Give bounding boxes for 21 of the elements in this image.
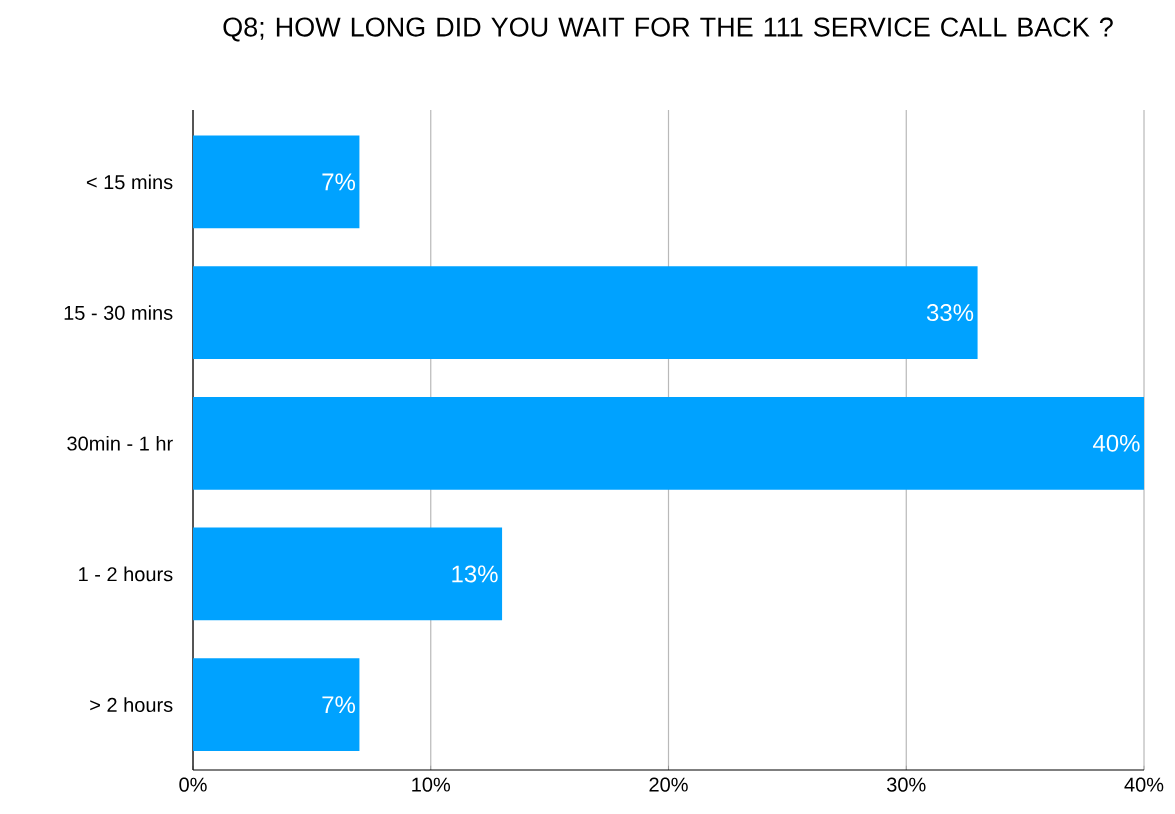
y-tick-label: 30min - 1 hr — [67, 435, 173, 451]
bar — [193, 396, 1145, 490]
x-tick-label: 40% — [1124, 777, 1164, 792]
y-tick-label: 1 - 2 hours — [79, 566, 173, 582]
x-tick-label: 0% — [179, 777, 207, 792]
y-tick-label: < 15 mins — [86, 174, 173, 190]
bar — [193, 135, 360, 229]
bar — [193, 658, 360, 752]
chart-title: Q8; HOW LONG DID YOU WAIT FOR THE 111 SERVICE CALL BACK ? — [223, 17, 1113, 42]
y-tick-label: > 2 hours — [90, 697, 173, 712]
data-label: 7% — [322, 173, 356, 191]
data-label: 7% — [322, 696, 356, 714]
data-label: 13% — [452, 565, 498, 583]
data-label: 33% — [926, 304, 974, 322]
x-tick-label: 20% — [649, 777, 688, 792]
x-tick-label: 30% — [887, 777, 926, 792]
bar — [193, 266, 978, 359]
data-label: 40% — [1092, 434, 1140, 452]
x-tick-label: 10% — [412, 777, 451, 792]
y-tick-label: 15 - 30 mins — [64, 305, 173, 320]
bar — [193, 527, 503, 621]
